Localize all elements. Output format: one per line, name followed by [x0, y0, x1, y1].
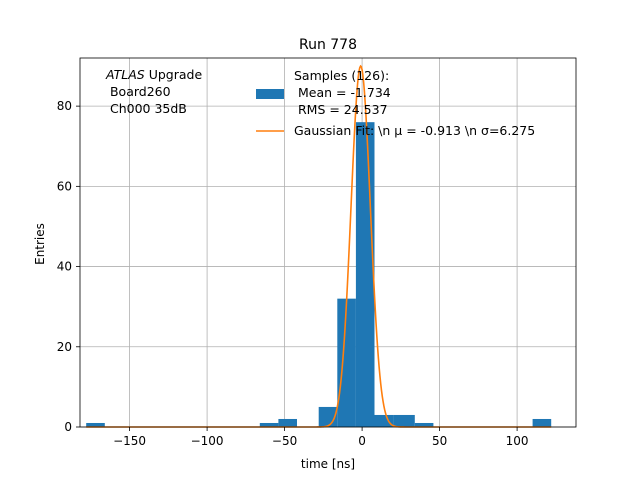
- x-tick-label: 0: [358, 434, 366, 448]
- histogram-bar: [374, 414, 394, 427]
- y-tick-label: 40: [57, 260, 72, 274]
- annotation-atlas: ATLAS: [105, 67, 145, 82]
- legend: Samples (126): Mean = -1.734 RMS = 24.53…: [256, 68, 535, 138]
- atlas-annotation: ATLAS Upgrade Board260 Ch000 35dB: [105, 67, 202, 116]
- annotation-line-3: Ch000 35dB: [106, 101, 187, 116]
- legend-histogram-line-1: Samples (126):: [294, 68, 389, 83]
- x-axis-label: time [ns]: [301, 457, 355, 471]
- annotation-upgrade: Upgrade: [145, 67, 203, 82]
- histogram-bar: [278, 418, 297, 427]
- histogram-bar: [337, 298, 356, 427]
- x-tick-label: 50: [432, 434, 447, 448]
- histogram-bar: [532, 418, 552, 427]
- plot-frame: [79, 57, 577, 428]
- legend-histogram-line-3: RMS = 24.537: [294, 102, 388, 117]
- x-tick-label: −100: [191, 434, 224, 448]
- chart-title: Run 778: [299, 37, 357, 53]
- y-tick-label: 60: [57, 179, 72, 193]
- x-tick-label: −150: [113, 434, 146, 448]
- legend-histogram-swatch: [256, 89, 284, 99]
- histogram-bar: [86, 422, 105, 427]
- histogram-bar: [414, 422, 434, 427]
- x-axis-ticks: −150 −100 −50 0 50 100: [113, 427, 529, 448]
- histogram-bar: [393, 414, 415, 427]
- y-tick-label: 80: [57, 99, 72, 113]
- grid: [80, 58, 576, 428]
- legend-histogram-line-2: Mean = -1.734: [294, 85, 391, 100]
- annotation-line-2: Board260: [106, 84, 171, 99]
- y-axis-label: Entries: [33, 223, 47, 265]
- y-axis-ticks: 0 20 40 60 80: [57, 99, 80, 434]
- legend-fit-label: Gaussian Fit: \n μ = -0.913 \n σ=6.275: [294, 123, 535, 138]
- x-tick-label: 100: [506, 434, 529, 448]
- y-tick-label: 0: [64, 420, 72, 434]
- histogram-bar: [355, 122, 375, 427]
- annotation-line-1: ATLAS Upgrade: [105, 67, 202, 82]
- y-tick-label: 20: [57, 340, 72, 354]
- x-tick-label: −50: [272, 434, 297, 448]
- histogram-bar: [259, 422, 279, 427]
